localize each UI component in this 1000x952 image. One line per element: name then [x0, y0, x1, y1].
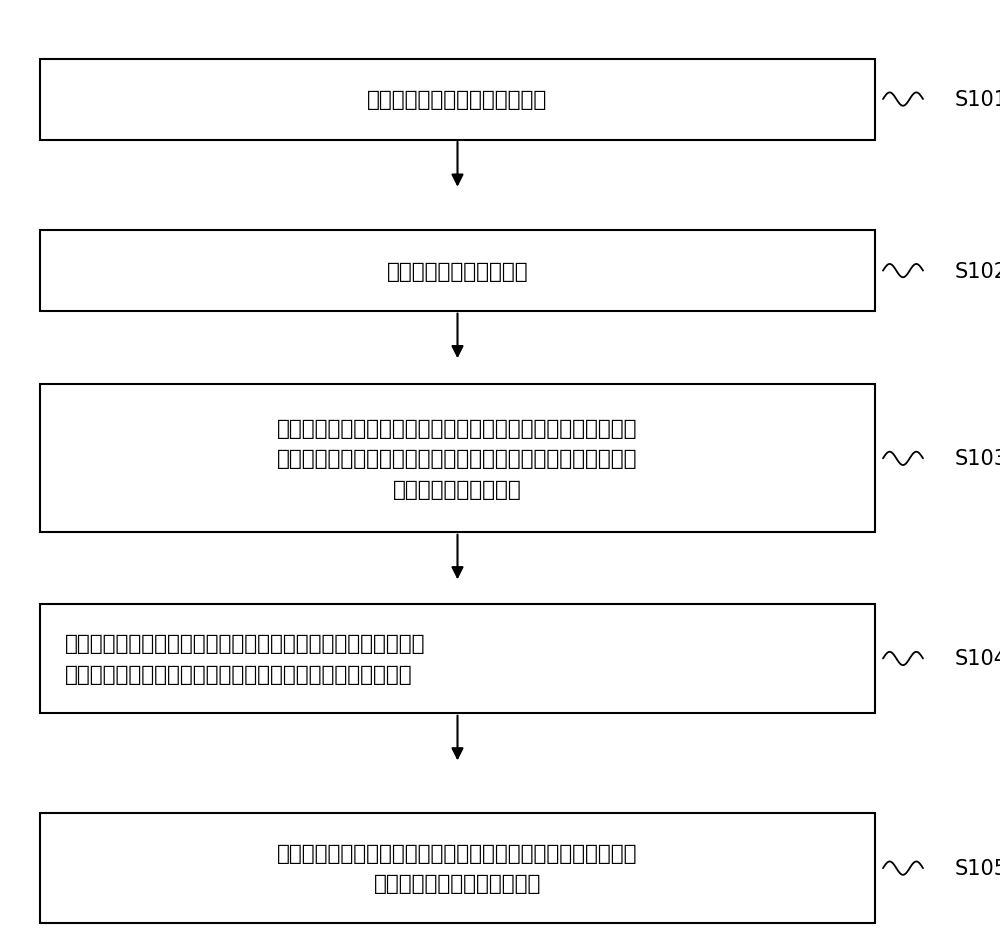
Text: S101: S101 [955, 90, 1000, 109]
Bar [40, 813, 875, 923]
Bar [40, 231, 875, 312]
Text: 根据三维点扩散函数和灵敏度图对三维欠采数据进行图像重建，
以生成目标对象的磁共振图像: 根据三维点扩散函数和灵敏度图对三维欠采数据进行图像重建， 以生成目标对象的磁共振… [277, 843, 638, 893]
Bar [40, 60, 875, 141]
Text: 通过波浪梯度脉冲可控混叠并行成像方法调整平衡稳态自由旋进
脉冲序列的编码策略，其中，编码策略包括相位方向的编码策略
和选层方向的编码策略: 通过波浪梯度脉冲可控混叠并行成像方法调整平衡稳态自由旋进 脉冲序列的编码策略，其… [277, 419, 638, 499]
Text: 基于编码策略调整后的平衡稳态自由旋进脉冲序列，获取目标对
象的三维欠采数据，三维欠采数据与灵敏度图的成像视野相同: 基于编码策略调整后的平衡稳态自由旋进脉冲序列，获取目标对 象的三维欠采数据，三维… [65, 634, 426, 684]
Text: S105: S105 [955, 859, 1000, 878]
Text: S103: S103 [955, 449, 1000, 468]
Bar [40, 386, 875, 533]
Text: S104: S104 [955, 649, 1000, 668]
Bar [40, 605, 875, 714]
Text: 获取目标对象的三维点扩散函数: 获取目标对象的三维点扩散函数 [367, 90, 548, 109]
Text: S102: S102 [955, 262, 1000, 281]
Text: 获取目标对象的灵敏度图: 获取目标对象的灵敏度图 [387, 262, 528, 281]
